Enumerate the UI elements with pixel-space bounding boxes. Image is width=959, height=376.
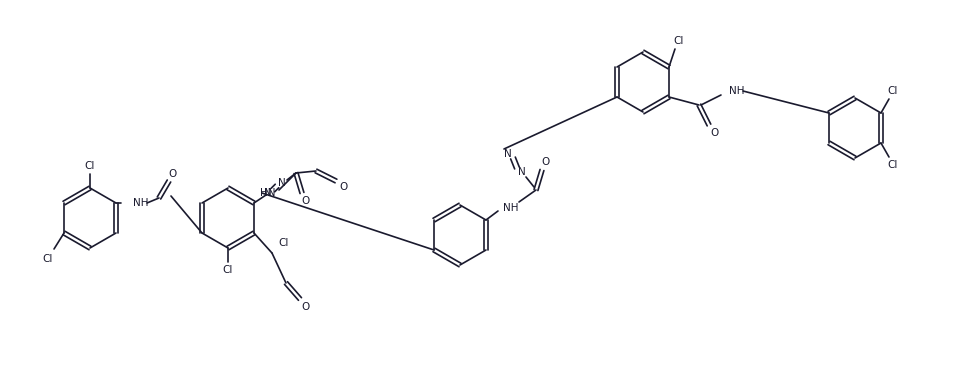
Text: O: O [169, 169, 177, 179]
Text: N: N [518, 167, 526, 177]
Text: Cl: Cl [888, 86, 899, 96]
Text: Cl: Cl [222, 265, 233, 275]
Text: O: O [542, 157, 550, 167]
Text: N: N [278, 178, 286, 188]
Text: HN: HN [261, 188, 276, 198]
Text: O: O [711, 128, 719, 138]
Text: Cl: Cl [43, 254, 53, 264]
Text: N: N [504, 149, 512, 159]
Text: O: O [302, 302, 310, 312]
Text: Cl: Cl [278, 238, 289, 248]
Text: O: O [302, 196, 310, 206]
Text: Cl: Cl [84, 161, 95, 171]
Text: NH: NH [729, 86, 744, 96]
Text: N: N [264, 188, 271, 198]
Text: Cl: Cl [674, 36, 684, 46]
Text: Cl: Cl [888, 160, 899, 170]
Text: O: O [339, 182, 348, 192]
Text: NH: NH [503, 203, 519, 213]
Text: NH: NH [133, 198, 149, 208]
